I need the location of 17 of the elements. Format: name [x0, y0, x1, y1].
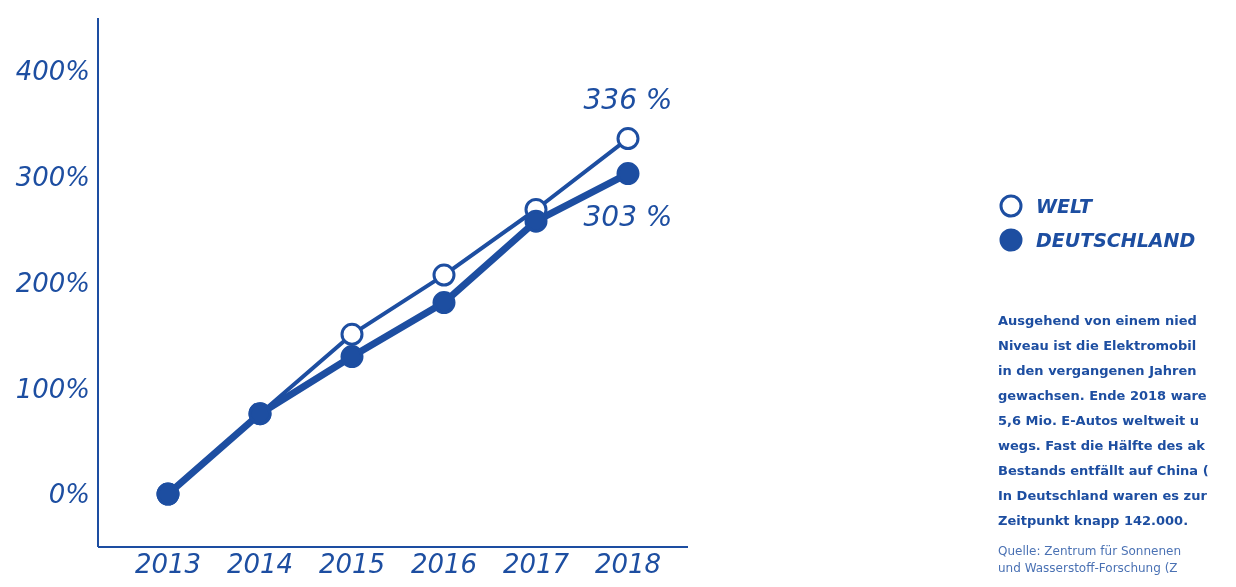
text: Ausgehend von einem nied Niveau ist die Elektromobil in den vergangenen Jahren gewachsen. Ende 2018 ware 5,6 Mio. E-Autos weltweit u wegs. Fast die Hälfte des ak Bestands entfällt auf China ( In Deutschland waren es zur Zeitpunkt knapp 142.000. — [998, 313, 1209, 528]
y-tick-label: 300% — [15, 161, 90, 192]
data-label: 303 % — [583, 199, 673, 233]
x-tick-label: 2015 — [318, 549, 386, 580]
y-tick-label: 200% — [15, 267, 90, 298]
data-label: 336 % — [583, 82, 673, 116]
legend-label: WELT — [1036, 195, 1092, 217]
source-note: Quelle: Zentrum für Sonnenen und Wasserstoff-Forschung (Z — [998, 543, 1183, 577]
x-tick-label: 2013 — [134, 549, 202, 580]
x-tick-label: 2014 — [226, 549, 294, 580]
x-tick-label: 2018 — [594, 549, 662, 580]
y-tick-label: 0% — [48, 479, 90, 510]
y-tick-label: 100% — [15, 373, 90, 404]
y-tick-label: 400% — [15, 56, 90, 87]
legend-label: DEUTSCHLAND — [1036, 229, 1196, 251]
x-tick-label: 2017 — [502, 549, 570, 580]
x-tick-label: 2016 — [410, 549, 478, 580]
